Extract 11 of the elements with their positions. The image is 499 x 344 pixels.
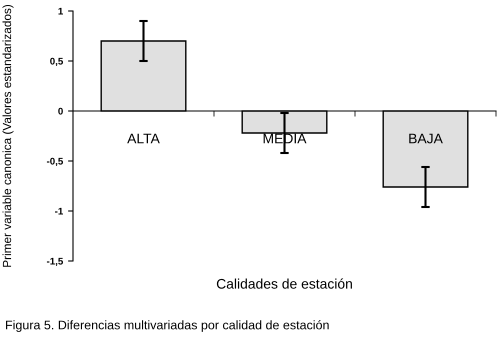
y-tick-label: 1 — [58, 8, 64, 15]
y-axis-title: Primer variable canonica (Valores estandarizados) — [2, 4, 14, 267]
x-tick-label: BAJA — [409, 134, 443, 144]
y-tick-label: -1 — [55, 208, 64, 215]
y-tick-label: -1,5 — [46, 258, 64, 266]
y-tick-label: -0,5 — [46, 158, 64, 166]
x-axis-title: Calidades de estación — [216, 278, 352, 289]
y-tick-label: 0 — [58, 108, 63, 115]
text: Figura 5. Diferencias multivariadas por calidad de estación — [6, 320, 329, 332]
y-tick-label: 0,5 — [50, 58, 64, 66]
x-tick-label: ALTA — [127, 134, 160, 144]
